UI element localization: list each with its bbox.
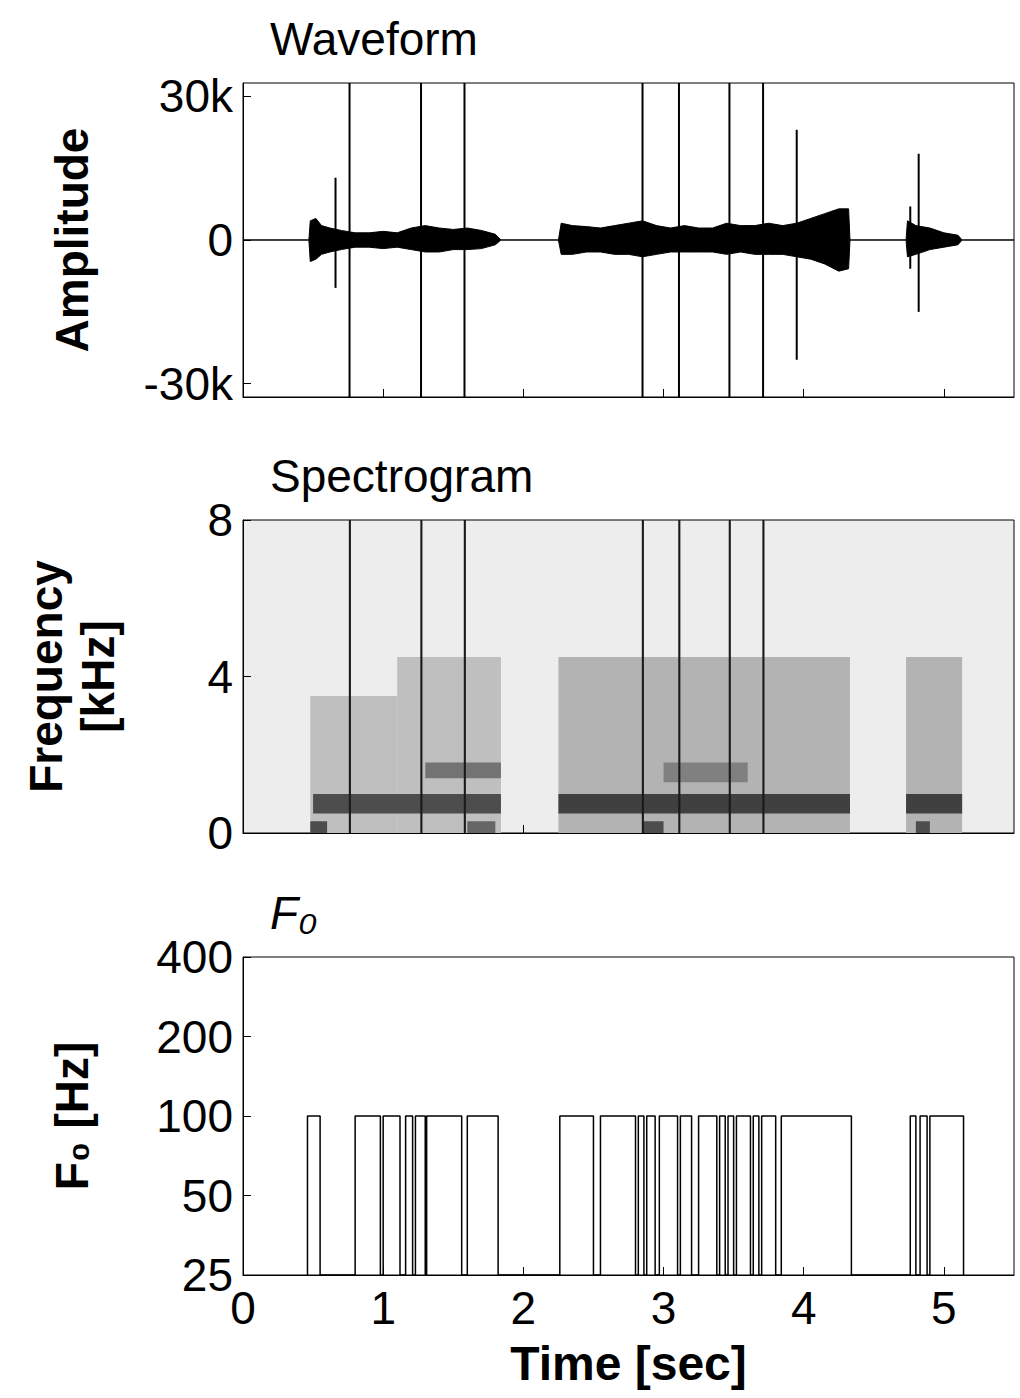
svg-text:-30k: -30k: [144, 358, 234, 410]
svg-text:4: 4: [207, 651, 233, 703]
svg-text:5: 5: [931, 1282, 957, 1334]
svg-text:100: 100: [156, 1090, 233, 1142]
svg-text:400: 400: [156, 931, 233, 983]
svg-text:F₀ [Hz]: F₀ [Hz]: [46, 1042, 98, 1190]
svg-text:4: 4: [791, 1282, 817, 1334]
svg-text:Amplitude: Amplitude: [46, 128, 98, 353]
svg-text:3: 3: [651, 1282, 677, 1334]
svg-text:0: 0: [207, 807, 233, 859]
svg-text:1: 1: [370, 1282, 396, 1334]
svg-text:50: 50: [182, 1170, 233, 1222]
svg-text:F₀: F₀: [270, 887, 317, 939]
svg-text:30k: 30k: [159, 70, 234, 122]
svg-text:Frequency: Frequency: [20, 560, 72, 793]
svg-text:200: 200: [156, 1011, 233, 1063]
svg-text:Spectrogram: Spectrogram: [270, 450, 533, 502]
svg-text:[kHz]: [kHz]: [72, 620, 124, 732]
svg-text:Waveform: Waveform: [270, 13, 478, 65]
svg-text:0: 0: [207, 214, 233, 266]
svg-text:Time [sec]: Time [sec]: [510, 1337, 747, 1390]
svg-text:2: 2: [511, 1282, 537, 1334]
svg-text:0: 0: [230, 1282, 256, 1334]
svg-text:8: 8: [207, 494, 233, 546]
svg-text:25: 25: [182, 1249, 233, 1301]
